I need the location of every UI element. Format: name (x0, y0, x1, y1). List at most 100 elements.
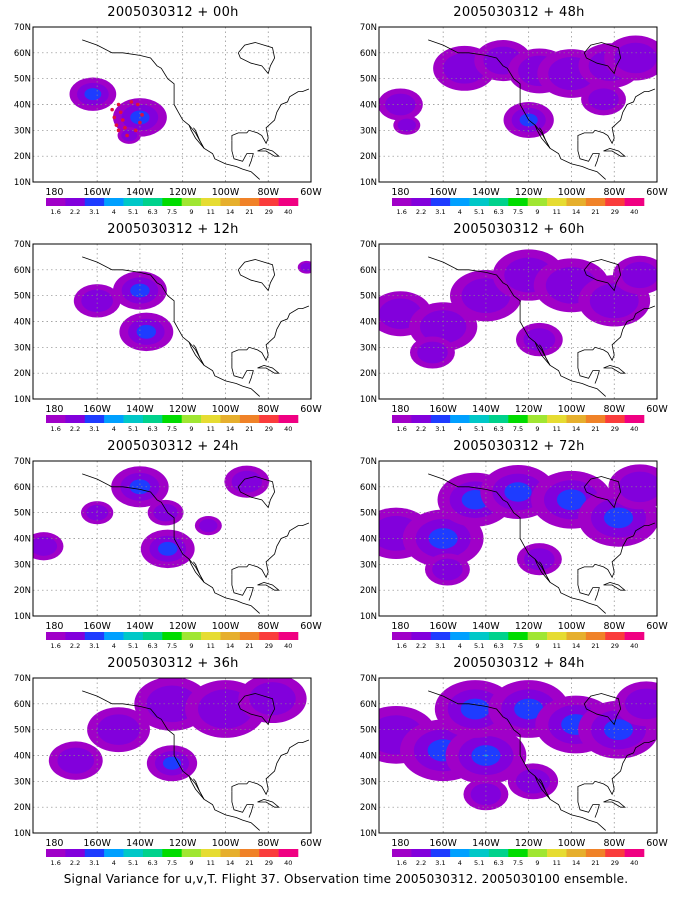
colorbar-swatch (585, 415, 606, 423)
x-tick-label: 140W (472, 187, 500, 198)
colorbar-swatch (123, 849, 144, 857)
map-plot: 10N 20N 30N 40N 50N 60N 70N 180 160W 140W 120W 100W… (14, 23, 323, 216)
colorbar-swatch (450, 198, 470, 206)
colorbar-label: 21 (591, 425, 599, 433)
colorbar-swatch (123, 632, 144, 640)
colorbar-swatch (624, 632, 645, 640)
coastline (231, 574, 254, 601)
x-tick-label: 80W (603, 404, 625, 415)
coastline (82, 690, 260, 831)
colorbar-label: 21 (245, 859, 253, 867)
y-tick-label: 30N (14, 343, 31, 353)
colorbar-label: 7.5 (167, 425, 177, 433)
colorbar-label: 21 (591, 642, 599, 650)
colorbar-label: 21 (591, 208, 599, 216)
map-panel: 2005030312 + 48h 10N 20N 30N 40N 50N 60N 70N 180… (346, 0, 692, 217)
coastline (428, 256, 606, 397)
colorbar-swatch (547, 198, 567, 206)
panel-title: 2005030312 + 48h (453, 5, 585, 20)
colorbar-swatch (201, 849, 221, 857)
colorbar-label: 9 (189, 208, 193, 216)
colorbar-swatch (181, 198, 202, 206)
y-tick-label: 60N (14, 700, 31, 710)
x-tick-label: 100W (212, 838, 240, 849)
coastline (577, 357, 600, 384)
x-tick-label: 80W (603, 187, 625, 198)
colorbar-swatch (259, 632, 279, 640)
colorbar-label: 40 (284, 425, 292, 433)
contour-blob (504, 482, 532, 502)
map-panel: 2005030312 + 60h 10N 20N 30N 40N 50N 60N 70N 180… (346, 217, 692, 434)
y-tick-label: 40N (360, 535, 377, 545)
colorbar-swatch (488, 415, 509, 423)
y-tick-label: 30N (14, 126, 31, 136)
plot-frame (378, 677, 658, 834)
y-tick-label: 30N (14, 777, 31, 787)
contour-blob (470, 783, 502, 806)
colorbar-swatch (430, 198, 451, 206)
contour-blob (300, 262, 311, 272)
x-tick-label: 80W (257, 621, 279, 632)
colorbar-label: 9 (535, 208, 539, 216)
coastline (188, 559, 205, 583)
colorbar-swatch (278, 632, 299, 640)
colorbar-swatch (46, 632, 66, 640)
colorbar-swatch (585, 849, 606, 857)
colorbar-swatch (527, 198, 548, 206)
contour-blob (81, 289, 114, 313)
colorbar-label: 1.6 (397, 208, 407, 216)
colorbar-label: 14 (226, 208, 234, 216)
y-tick-label: 50N (360, 509, 377, 519)
colorbar-label: 6.3 (147, 425, 157, 433)
map-panel: 2005030312 + 24h 10N 20N 30N 40N 50N 60N 70N 180… (0, 434, 346, 651)
colorbar-swatch (411, 415, 432, 423)
coastline (534, 559, 551, 583)
contour-blob (158, 541, 178, 556)
panel-title: 2005030312 + 60h (453, 222, 585, 237)
plot-frame (378, 26, 658, 183)
observation-point (116, 102, 121, 107)
y-tick-label: 60N (14, 266, 31, 276)
x-tick-label: 60W (300, 187, 322, 198)
x-tick-label: 100W (558, 621, 586, 632)
y-tick-label: 70N (360, 457, 377, 467)
x-tick-label: 160W (83, 187, 111, 198)
y-tick-label: 20N (360, 803, 377, 813)
colorbar-label: 5.1 (128, 208, 138, 216)
colorbar-swatch (220, 415, 241, 423)
colorbar-swatch (605, 415, 625, 423)
coastline (231, 791, 254, 818)
contour-blob (618, 471, 657, 503)
y-tick-label: 60N (360, 483, 377, 493)
colorbar-label: 7.5 (167, 642, 177, 650)
coastline (237, 42, 276, 75)
colorbar-label: 29 (265, 208, 273, 216)
map-panel: 2005030312 + 84h 10N 20N 30N 40N 50N 60N 70N 180… (346, 651, 692, 868)
coastline (237, 476, 276, 509)
colorbar-swatch (181, 632, 202, 640)
colorbar-swatch (162, 632, 182, 640)
y-tick-label: 40N (360, 752, 377, 762)
colorbar-label: 1.6 (397, 642, 407, 650)
x-tick-label: 160W (429, 838, 457, 849)
colorbar-label: 5.1 (474, 208, 484, 216)
colorbar-label: 7.5 (513, 859, 523, 867)
coastline (583, 259, 622, 292)
colorbar-label: 3.1 (435, 642, 445, 650)
colorbar-label: 40 (630, 208, 638, 216)
y-tick-label: 10N (14, 829, 31, 839)
plot-frame (378, 460, 658, 617)
y-tick-label: 10N (360, 178, 377, 188)
contour-blob (121, 129, 138, 142)
colorbar-label: 9 (189, 425, 193, 433)
contour-blob (514, 698, 544, 720)
colorbar-label: 21 (245, 642, 253, 650)
colorbar-swatch (411, 198, 432, 206)
colorbar-label: 2.2 (70, 642, 80, 650)
observation-point (121, 118, 125, 122)
y-tick-label: 50N (14, 509, 31, 519)
observation-point (116, 128, 121, 133)
panel-title: 2005030312 + 12h (107, 222, 239, 237)
colorbar-label: 7.5 (513, 208, 523, 216)
colorbar-swatch (84, 849, 105, 857)
